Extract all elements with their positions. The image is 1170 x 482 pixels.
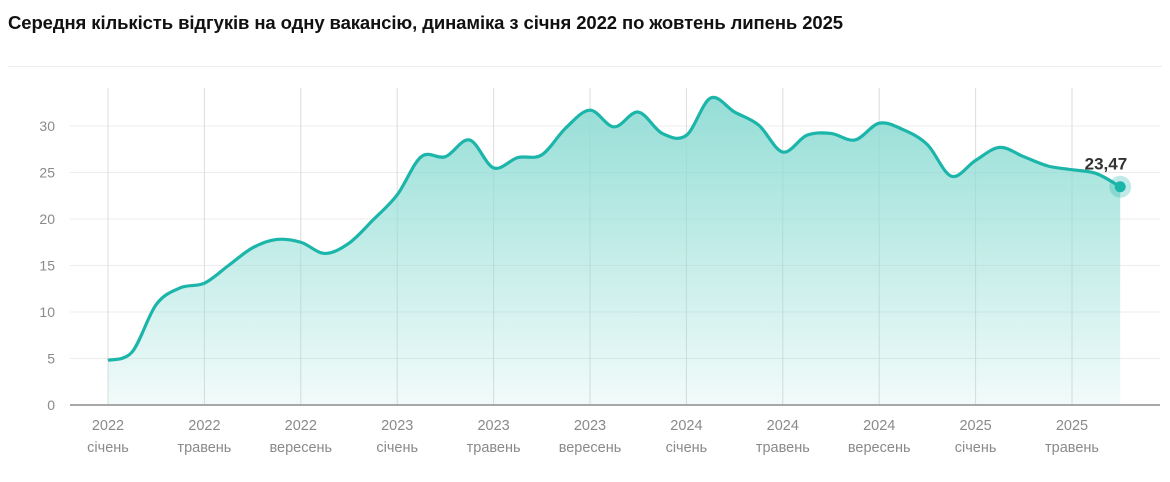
y-tick-label: 25 — [39, 165, 55, 181]
last-point-marker — [1114, 181, 1126, 193]
x-tick-year: 2025 — [959, 418, 991, 434]
x-tick-month: травень — [467, 440, 521, 456]
x-tick-year: 2025 — [1056, 418, 1088, 434]
x-tick-month: травень — [1045, 440, 1099, 456]
x-tick-month: травень — [177, 440, 231, 456]
area-fill — [108, 97, 1121, 406]
x-tick-year: 2023 — [477, 418, 509, 434]
x-tick-month: січень — [376, 440, 418, 456]
x-tick-year: 2024 — [670, 418, 702, 434]
y-tick-label: 10 — [39, 304, 55, 320]
y-tick-label: 30 — [39, 118, 55, 134]
x-tick-month: вересень — [559, 440, 622, 456]
x-tick-month: січень — [666, 440, 708, 456]
title-divider — [8, 66, 1162, 67]
x-tick-month: вересень — [848, 440, 911, 456]
x-tick-month: вересень — [269, 440, 332, 456]
y-tick-label: 0 — [47, 397, 55, 413]
x-tick-year: 2022 — [188, 418, 220, 434]
x-tick-year: 2023 — [381, 418, 413, 434]
y-tick-label: 20 — [39, 211, 55, 227]
x-tick-year: 2023 — [574, 418, 606, 434]
y-tick-label: 5 — [47, 351, 55, 367]
series-line — [107, 95, 1121, 362]
x-tick-month: травень — [756, 440, 810, 456]
x-tick-year: 2024 — [863, 418, 895, 434]
y-tick-label: 15 — [39, 258, 55, 274]
x-tick-year: 2022 — [92, 418, 124, 434]
last-point-label: 23,47 — [1085, 155, 1128, 174]
x-tick-year: 2024 — [767, 418, 799, 434]
x-tick-year: 2022 — [285, 418, 317, 434]
x-tick-month: січень — [87, 440, 129, 456]
chart-title: Середня кількість відгуків на одну вакан… — [8, 12, 843, 33]
x-tick-month: січень — [955, 440, 997, 456]
